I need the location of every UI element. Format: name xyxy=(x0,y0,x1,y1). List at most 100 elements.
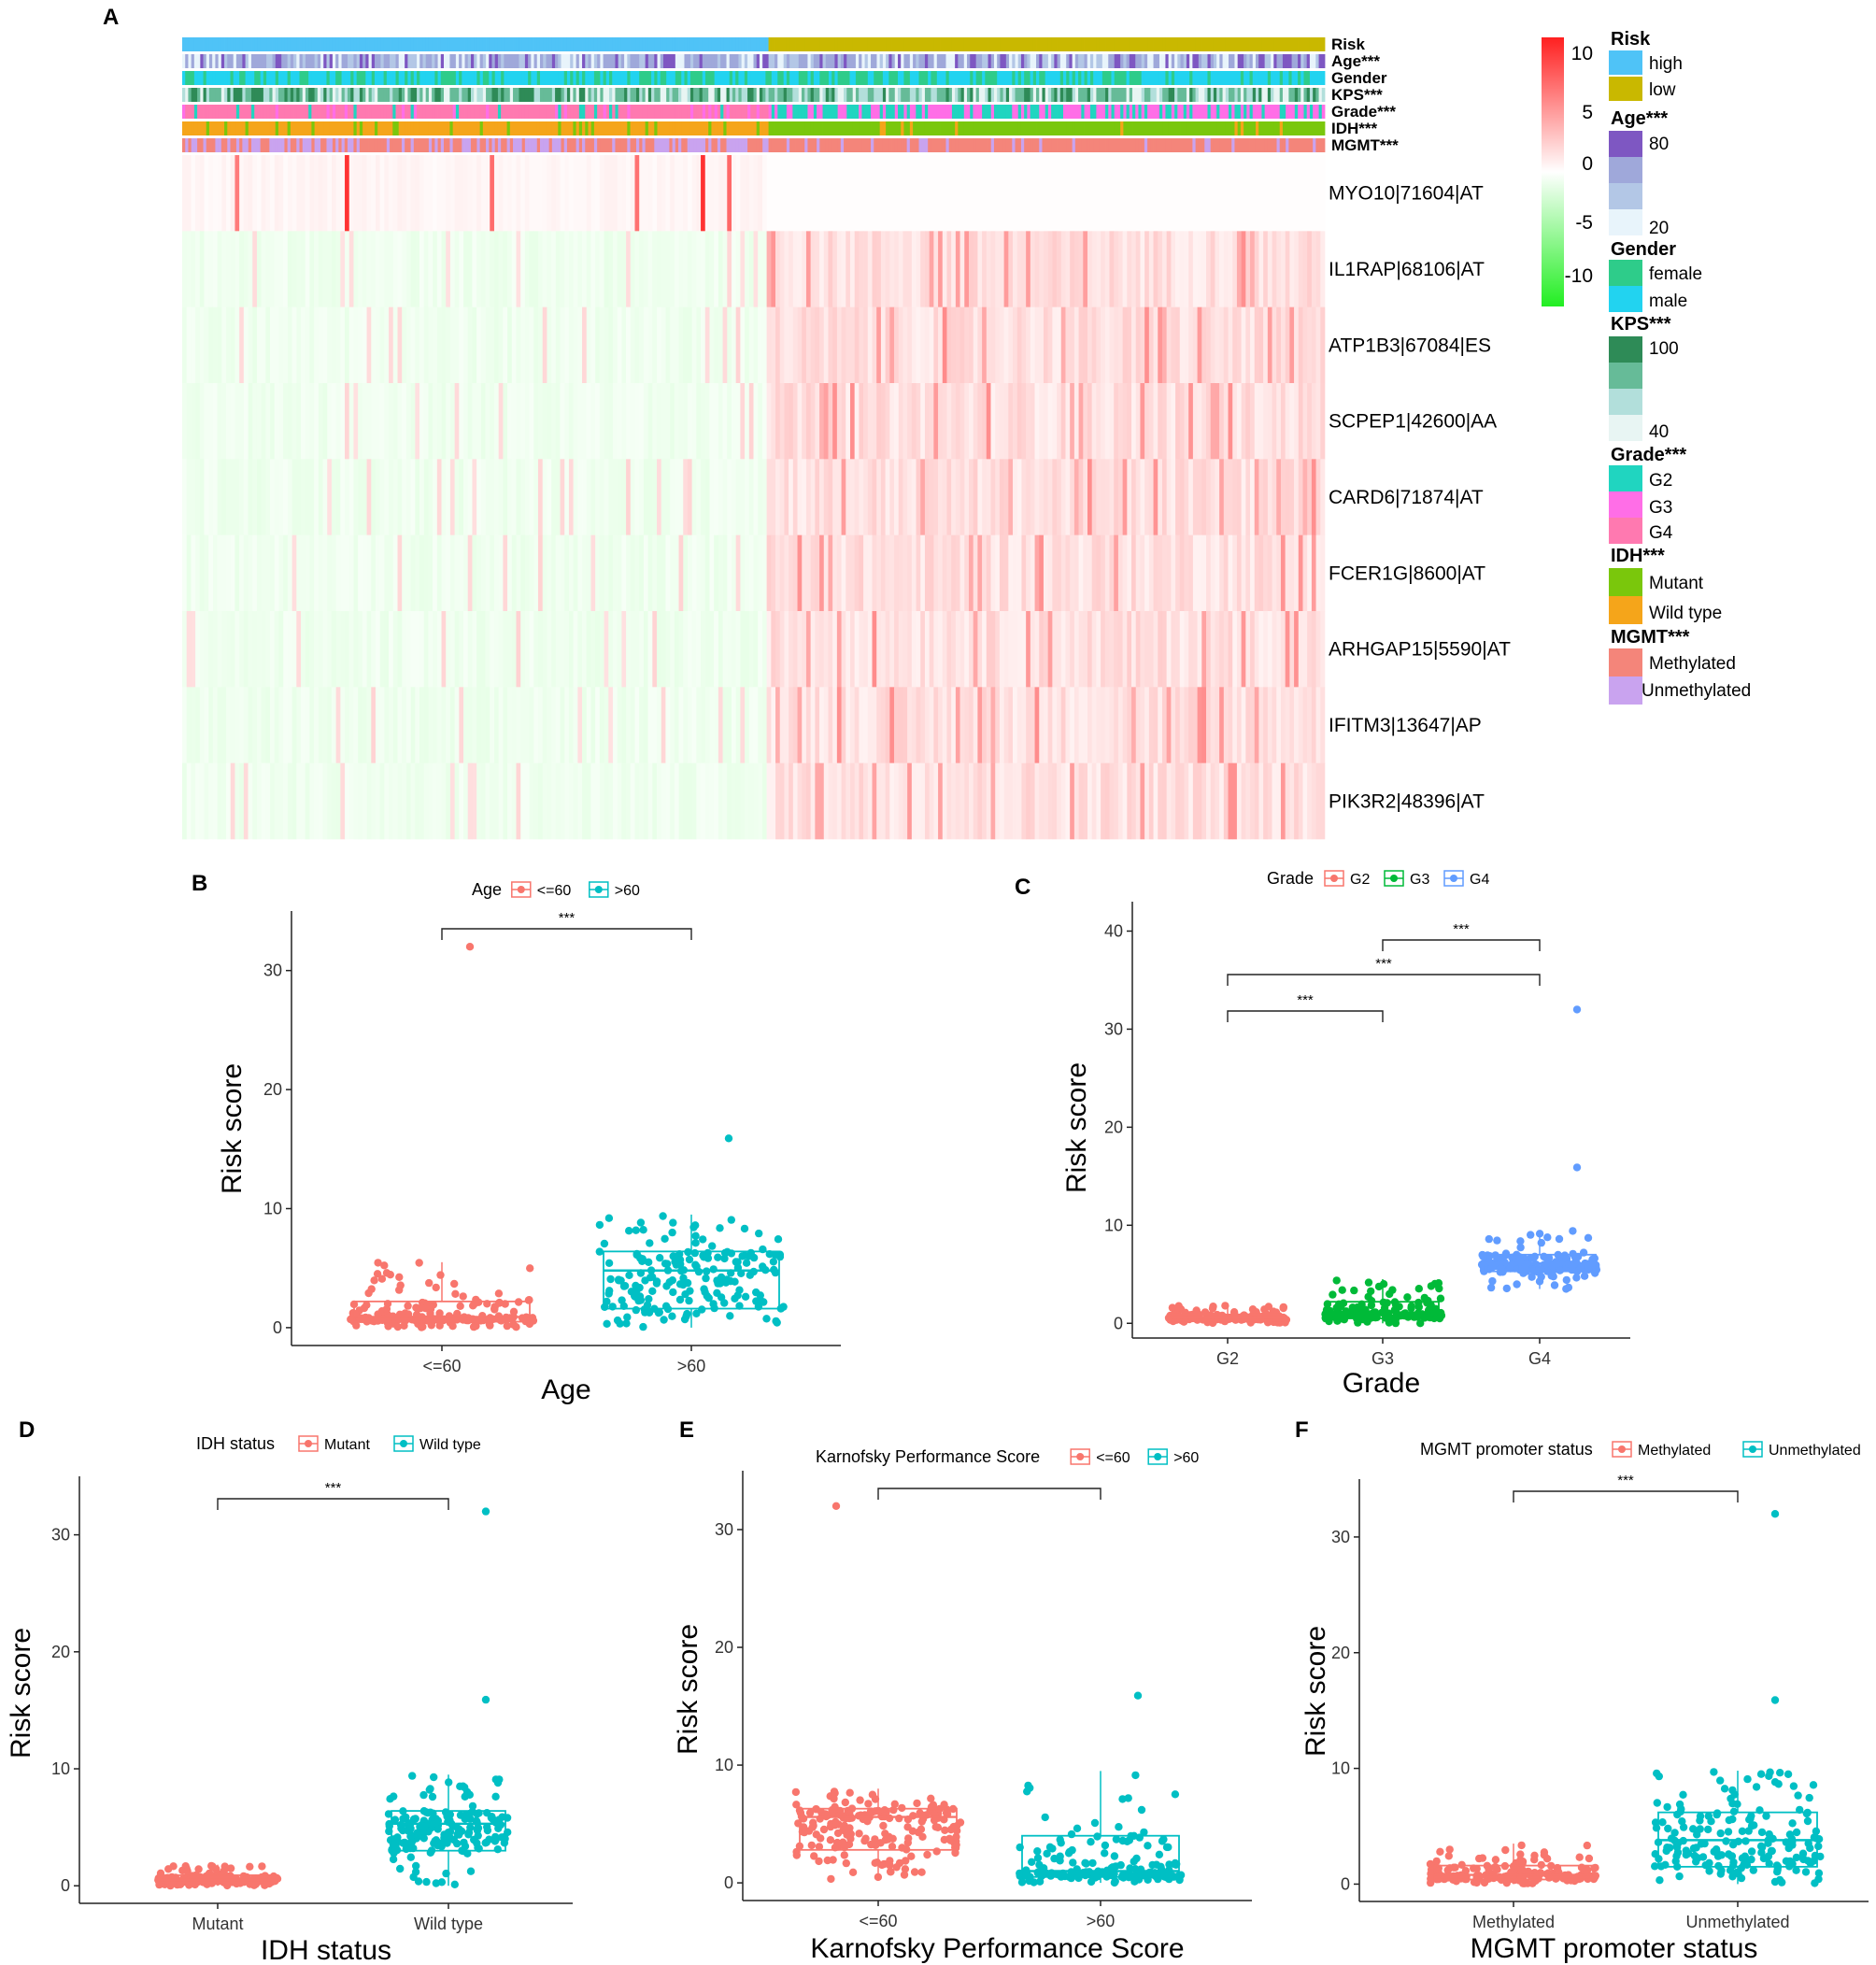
heatmap-cell xyxy=(1302,611,1308,688)
heatmap-cell xyxy=(305,687,310,763)
heatmap-cell xyxy=(441,383,447,460)
annotation-cell xyxy=(390,71,393,85)
heatmap-cell xyxy=(239,306,245,384)
annotation-cell xyxy=(1141,121,1145,135)
annotation-cell xyxy=(1279,88,1284,102)
annotation-cell xyxy=(1213,54,1217,68)
annotation-cell xyxy=(474,54,477,68)
annotation-cell xyxy=(272,121,277,135)
heatmap-cell xyxy=(433,534,438,612)
annotation-cell xyxy=(759,71,763,85)
heatmap-cell xyxy=(1184,762,1189,840)
annotation-cell xyxy=(620,54,625,68)
heatmap-cell xyxy=(208,306,214,384)
annotation-cell xyxy=(1225,88,1229,102)
annotation-cell xyxy=(1229,138,1232,152)
heatmap-cell xyxy=(789,687,794,763)
annotation-cell xyxy=(390,54,393,68)
annotation-cell xyxy=(1313,37,1316,51)
annotation-cell xyxy=(792,71,796,85)
heatmap-cell xyxy=(1280,459,1286,535)
annotation-cell xyxy=(539,37,544,51)
annotation-cell xyxy=(570,54,574,68)
heatmap-cell xyxy=(318,231,323,307)
heatmap-cell xyxy=(599,762,604,840)
heatmap-cell xyxy=(1021,459,1027,535)
annotation-cell xyxy=(368,138,373,152)
annotation-cell xyxy=(1165,121,1170,135)
heatmap-cell xyxy=(1070,687,1075,763)
annotation-cell xyxy=(185,121,189,135)
heatmap-cell xyxy=(256,231,262,307)
heatmap-cell xyxy=(1307,611,1313,688)
annotation-cell xyxy=(193,71,198,85)
heatmap-cell xyxy=(990,383,996,460)
annotation-cell xyxy=(410,138,415,152)
annotation-cell xyxy=(410,105,415,119)
heatmap-cell xyxy=(977,611,983,688)
annotation-cell xyxy=(792,105,796,119)
annotation-cell xyxy=(425,37,430,51)
annotation-cell xyxy=(702,121,706,135)
annotation-cell xyxy=(879,88,884,102)
annotation-cell xyxy=(1000,37,1004,51)
heatmap-cell xyxy=(683,231,689,307)
annotation-cell xyxy=(918,105,923,119)
annotation-cell xyxy=(329,71,334,85)
annotation-cell xyxy=(546,37,550,51)
heatmap-cell xyxy=(771,534,776,612)
heatmap-cell xyxy=(665,534,671,612)
heatmap-cell xyxy=(446,459,451,535)
heatmap-cell xyxy=(1267,155,1272,232)
heatmap-cell xyxy=(467,231,473,307)
annotation-cell xyxy=(1318,121,1323,135)
annotation-cell xyxy=(401,121,405,135)
annotation-cell xyxy=(771,121,775,135)
heatmap-cell xyxy=(291,155,297,232)
annotation-cell xyxy=(558,71,561,85)
heatmap-cell xyxy=(894,231,900,307)
heatmap-cell xyxy=(836,687,842,763)
heatmap-cell xyxy=(849,155,855,232)
heatmap-cell xyxy=(911,687,917,763)
annotation-cell xyxy=(886,105,889,119)
heatmap-cell xyxy=(982,534,988,612)
annotation-cell xyxy=(272,54,277,68)
annotation-cell xyxy=(609,88,613,102)
heatmap-cell xyxy=(599,231,604,307)
heatmap-cell xyxy=(454,687,460,763)
heatmap-cell xyxy=(256,762,262,840)
annotation-cell xyxy=(1219,88,1223,102)
heatmap-cell xyxy=(696,762,702,840)
annotation-cell xyxy=(985,88,988,102)
heatmap-cell xyxy=(459,459,464,535)
heatmap-cell xyxy=(204,231,209,307)
heatmap-cell xyxy=(1101,534,1106,612)
annotation-cell xyxy=(720,138,724,152)
annotation-cell xyxy=(973,138,977,152)
annotation-cell xyxy=(419,88,423,102)
annotation-cell xyxy=(1282,71,1286,85)
heatmap-cell xyxy=(691,762,697,840)
annotation-cell xyxy=(960,105,965,119)
heatmap-cell xyxy=(1258,762,1264,840)
annotation-cell xyxy=(1153,54,1158,68)
annotation-cell xyxy=(449,138,454,152)
annotation-cell xyxy=(323,138,327,152)
heatmap-cell xyxy=(296,231,302,307)
heatmap-cell xyxy=(1034,687,1040,763)
annotation-cell xyxy=(1198,138,1202,152)
heatmap-cell xyxy=(397,611,403,688)
annotation-cell xyxy=(855,138,860,152)
heatmap-cell xyxy=(1158,762,1163,840)
heatmap-cell xyxy=(731,459,736,535)
annotation-cell xyxy=(903,105,908,119)
heatmap-cell xyxy=(1245,306,1251,384)
heatmap-cell xyxy=(1060,611,1066,688)
heatmap-cell xyxy=(1013,231,1018,307)
annotation-cell xyxy=(711,54,716,68)
annotation-cell xyxy=(413,37,418,51)
heatmap-cell xyxy=(1302,231,1308,307)
annotation-cell xyxy=(398,71,403,85)
heatmap-cell xyxy=(696,534,702,612)
